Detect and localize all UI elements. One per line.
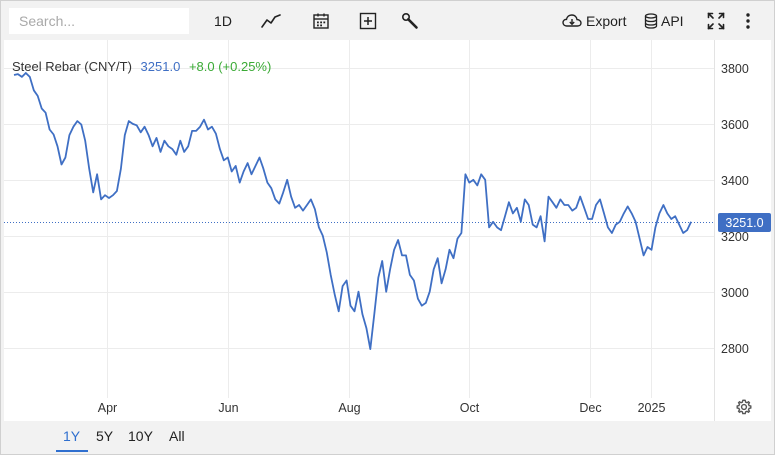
- line-chart-icon: [261, 14, 281, 28]
- cloud-download-icon: [562, 14, 582, 27]
- y-tick-label: 3600: [721, 118, 749, 132]
- x-tick-label: Jun: [218, 401, 238, 415]
- x-tick-label: Apr: [98, 401, 117, 415]
- x-tick-label: 2025: [638, 401, 666, 415]
- search-input[interactable]: [9, 8, 189, 34]
- range-5y-button[interactable]: 5Y: [96, 428, 114, 444]
- legend-last-value: 3251.0: [141, 59, 181, 74]
- export-label: Export: [586, 13, 627, 29]
- range-10y-button[interactable]: 10Y: [128, 428, 153, 444]
- toolbar: 1D Exp: [1, 1, 774, 39]
- more-vertical-icon: [746, 13, 750, 29]
- calendar-icon: [313, 13, 329, 29]
- range-all-button[interactable]: All: [169, 428, 185, 444]
- chart-canvas[interactable]: 2800 3000 3200 3400 3600 3800 Apr Jun Aug Oct Dec…: [4, 40, 771, 421]
- time-axis: Apr Jun Aug Oct Dec 2025: [98, 401, 666, 415]
- database-icon: [644, 13, 658, 29]
- vertical-grid: [107, 40, 652, 398]
- export-button[interactable]: Export: [562, 9, 630, 33]
- current-price-tag-bg: [718, 213, 771, 232]
- range-1y-button[interactable]: 1Y: [63, 428, 81, 444]
- y-tick-label: 3400: [721, 174, 749, 188]
- settings-tools-button[interactable]: [397, 9, 423, 33]
- y-tick-label: 3200: [721, 230, 749, 244]
- current-price-tag: 3251.0: [718, 213, 771, 232]
- chart-type-button[interactable]: [258, 9, 284, 33]
- price-chart[interactable]: 2800 3000 3200 3400 3600 3800 Apr Jun Aug Oct Dec…: [4, 40, 771, 421]
- api-button[interactable]: API: [644, 9, 688, 33]
- horizontal-grid: [4, 68, 715, 349]
- interval-label: 1D: [214, 13, 232, 29]
- price-axis: 2800 3000 3200 3400 3600 3800: [721, 62, 749, 356]
- y-tick-label: 3800: [721, 62, 749, 76]
- chart-legend: Steel Rebar (CNY/T) 3251.0 +8.0 (+0.25%): [12, 59, 271, 74]
- add-indicator-button[interactable]: [355, 9, 381, 33]
- fullscreen-button[interactable]: [704, 9, 728, 33]
- x-tick-label: Dec: [579, 401, 601, 415]
- x-tick-label: Aug: [338, 401, 360, 415]
- api-label: API: [661, 13, 684, 29]
- more-options-button[interactable]: [739, 9, 757, 33]
- y-tick-label: 2800: [721, 342, 749, 356]
- active-range-indicator: [56, 450, 88, 452]
- gear-icon: [736, 399, 752, 415]
- range-selector: 1Y 5Y 10Y All: [1, 421, 774, 454]
- interval-button[interactable]: 1D: [209, 9, 237, 33]
- x-tick-label: Oct: [460, 401, 480, 415]
- wrench-icon: [401, 12, 418, 29]
- price-series-line: [13, 72, 692, 350]
- date-range-button[interactable]: [308, 9, 334, 33]
- fullscreen-icon: [707, 12, 725, 30]
- chart-settings-button[interactable]: [736, 399, 752, 420]
- add-indicator-icon: [359, 12, 377, 30]
- y-tick-label: 3000: [721, 286, 749, 300]
- legend-change: +8.0 (+0.25%): [189, 59, 271, 74]
- legend-series-name: Steel Rebar (CNY/T): [12, 59, 132, 74]
- current-price-tag-text: 3251.0: [725, 216, 763, 230]
